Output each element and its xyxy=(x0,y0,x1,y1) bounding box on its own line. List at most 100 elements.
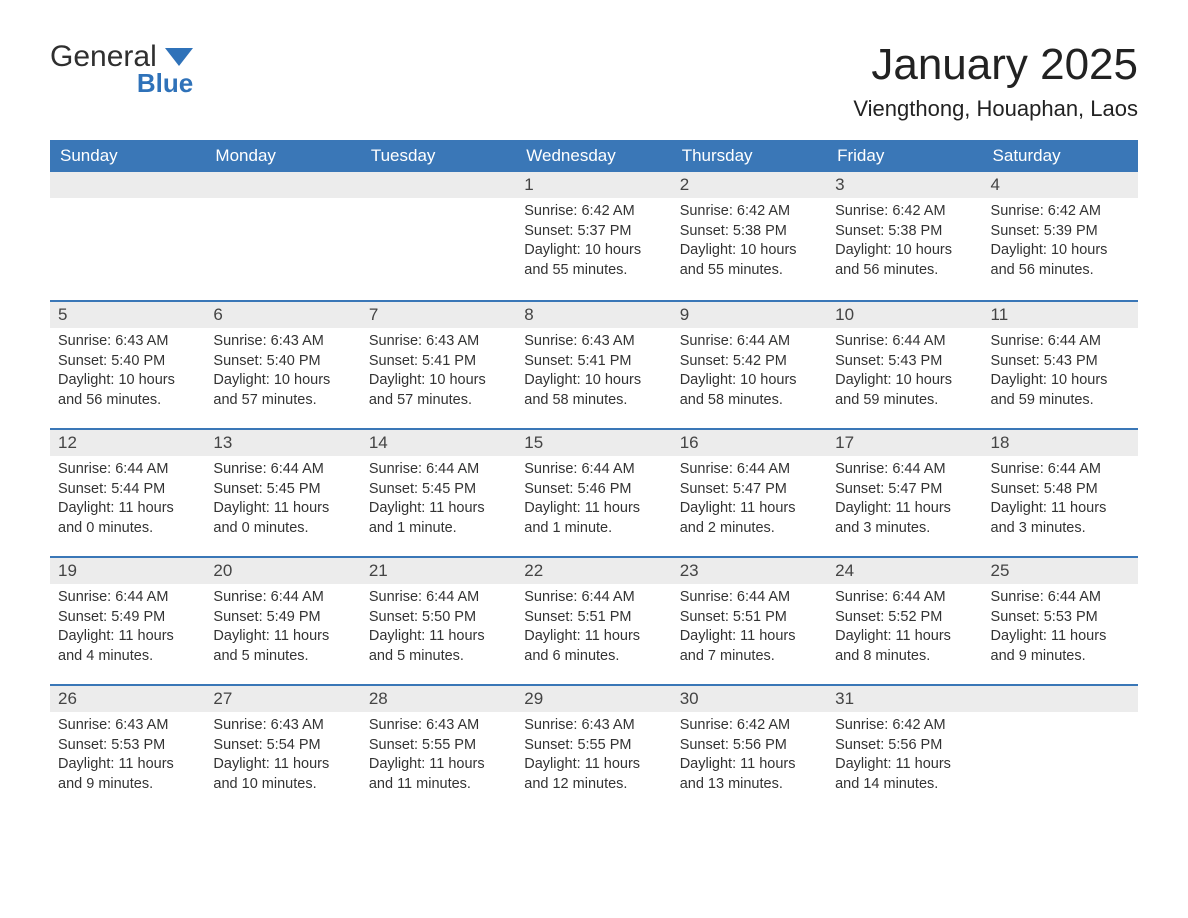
daylight-text: Daylight: 10 hours and 56 minutes. xyxy=(58,371,197,410)
calendar-day-cell: 15Sunrise: 6:44 AMSunset: 5:46 PMDayligh… xyxy=(516,428,671,556)
weekday-header: Saturday xyxy=(983,140,1138,172)
day-body: Sunrise: 6:44 AMSunset: 5:44 PMDaylight:… xyxy=(50,456,205,546)
daylight-text: Daylight: 11 hours and 9 minutes. xyxy=(991,627,1130,666)
sunset-text: Sunset: 5:48 PM xyxy=(991,480,1130,500)
day-number: 9 xyxy=(672,300,827,328)
sunset-text: Sunset: 5:50 PM xyxy=(369,608,508,628)
page-header: General Blue January 2025 Viengthong, Ho… xyxy=(50,40,1138,122)
calendar-week-row: 1Sunrise: 6:42 AMSunset: 5:37 PMDaylight… xyxy=(50,172,1138,300)
calendar-table: SundayMondayTuesdayWednesdayThursdayFrid… xyxy=(50,140,1138,812)
day-body: Sunrise: 6:44 AMSunset: 5:45 PMDaylight:… xyxy=(361,456,516,546)
sunset-text: Sunset: 5:44 PM xyxy=(58,480,197,500)
day-number: 22 xyxy=(516,556,671,584)
sunrise-text: Sunrise: 6:44 AM xyxy=(835,332,974,352)
logo: General Blue xyxy=(50,40,193,99)
day-body: Sunrise: 6:44 AMSunset: 5:45 PMDaylight:… xyxy=(205,456,360,546)
daylight-text: Daylight: 11 hours and 8 minutes. xyxy=(835,627,974,666)
calendar-day-cell: 5Sunrise: 6:43 AMSunset: 5:40 PMDaylight… xyxy=(50,300,205,428)
weekday-header-row: SundayMondayTuesdayWednesdayThursdayFrid… xyxy=(50,140,1138,172)
daylight-text: Daylight: 11 hours and 3 minutes. xyxy=(991,499,1130,538)
calendar-day-cell: 3Sunrise: 6:42 AMSunset: 5:38 PMDaylight… xyxy=(827,172,982,300)
daylight-text: Daylight: 10 hours and 55 minutes. xyxy=(524,241,663,280)
sunrise-text: Sunrise: 6:44 AM xyxy=(680,332,819,352)
sunrise-text: Sunrise: 6:42 AM xyxy=(524,202,663,222)
day-number: 16 xyxy=(672,428,827,456)
calendar-day-cell: 21Sunrise: 6:44 AMSunset: 5:50 PMDayligh… xyxy=(361,556,516,684)
day-number: 2 xyxy=(672,172,827,198)
daylight-text: Daylight: 11 hours and 2 minutes. xyxy=(680,499,819,538)
sunrise-text: Sunrise: 6:44 AM xyxy=(524,460,663,480)
day-number xyxy=(205,172,360,198)
day-number: 27 xyxy=(205,684,360,712)
daylight-text: Daylight: 10 hours and 57 minutes. xyxy=(213,371,352,410)
day-body: Sunrise: 6:43 AMSunset: 5:55 PMDaylight:… xyxy=(361,712,516,802)
daylight-text: Daylight: 11 hours and 11 minutes. xyxy=(369,755,508,794)
sunrise-text: Sunrise: 6:44 AM xyxy=(835,588,974,608)
daylight-text: Daylight: 11 hours and 7 minutes. xyxy=(680,627,819,666)
weekday-header: Monday xyxy=(205,140,360,172)
day-body xyxy=(983,712,1138,792)
logo-text-block: General Blue xyxy=(50,40,193,99)
daylight-text: Daylight: 11 hours and 14 minutes. xyxy=(835,755,974,794)
sunset-text: Sunset: 5:51 PM xyxy=(680,608,819,628)
calendar-day-cell: 16Sunrise: 6:44 AMSunset: 5:47 PMDayligh… xyxy=(672,428,827,556)
daylight-text: Daylight: 10 hours and 57 minutes. xyxy=(369,371,508,410)
day-body: Sunrise: 6:44 AMSunset: 5:51 PMDaylight:… xyxy=(516,584,671,674)
sunset-text: Sunset: 5:53 PM xyxy=(58,736,197,756)
sunrise-text: Sunrise: 6:44 AM xyxy=(524,588,663,608)
calendar-day-cell: 30Sunrise: 6:42 AMSunset: 5:56 PMDayligh… xyxy=(672,684,827,812)
sunset-text: Sunset: 5:56 PM xyxy=(835,736,974,756)
day-body: Sunrise: 6:44 AMSunset: 5:42 PMDaylight:… xyxy=(672,328,827,418)
day-number: 31 xyxy=(827,684,982,712)
sunset-text: Sunset: 5:46 PM xyxy=(524,480,663,500)
sunrise-text: Sunrise: 6:44 AM xyxy=(991,588,1130,608)
daylight-text: Daylight: 11 hours and 12 minutes. xyxy=(524,755,663,794)
calendar-day-cell: 23Sunrise: 6:44 AMSunset: 5:51 PMDayligh… xyxy=(672,556,827,684)
day-body: Sunrise: 6:43 AMSunset: 5:40 PMDaylight:… xyxy=(205,328,360,418)
day-number: 6 xyxy=(205,300,360,328)
weekday-header: Sunday xyxy=(50,140,205,172)
daylight-text: Daylight: 10 hours and 59 minutes. xyxy=(991,371,1130,410)
day-body: Sunrise: 6:44 AMSunset: 5:47 PMDaylight:… xyxy=(827,456,982,546)
sunset-text: Sunset: 5:43 PM xyxy=(835,352,974,372)
calendar-day-cell: 8Sunrise: 6:43 AMSunset: 5:41 PMDaylight… xyxy=(516,300,671,428)
sunset-text: Sunset: 5:38 PM xyxy=(680,222,819,242)
daylight-text: Daylight: 11 hours and 9 minutes. xyxy=(58,755,197,794)
day-body: Sunrise: 6:43 AMSunset: 5:41 PMDaylight:… xyxy=(516,328,671,418)
daylight-text: Daylight: 11 hours and 0 minutes. xyxy=(58,499,197,538)
sunrise-text: Sunrise: 6:44 AM xyxy=(58,588,197,608)
day-number: 3 xyxy=(827,172,982,198)
day-number: 7 xyxy=(361,300,516,328)
weekday-header: Wednesday xyxy=(516,140,671,172)
sunset-text: Sunset: 5:43 PM xyxy=(991,352,1130,372)
day-number: 30 xyxy=(672,684,827,712)
calendar-day-cell: 1Sunrise: 6:42 AMSunset: 5:37 PMDaylight… xyxy=(516,172,671,300)
sunset-text: Sunset: 5:56 PM xyxy=(680,736,819,756)
sunset-text: Sunset: 5:47 PM xyxy=(680,480,819,500)
sunset-text: Sunset: 5:40 PM xyxy=(58,352,197,372)
sunrise-text: Sunrise: 6:43 AM xyxy=(58,716,197,736)
sunrise-text: Sunrise: 6:43 AM xyxy=(524,716,663,736)
sunrise-text: Sunrise: 6:44 AM xyxy=(58,460,197,480)
calendar-day-cell: 10Sunrise: 6:44 AMSunset: 5:43 PMDayligh… xyxy=(827,300,982,428)
weekday-header: Tuesday xyxy=(361,140,516,172)
daylight-text: Daylight: 10 hours and 59 minutes. xyxy=(835,371,974,410)
day-number: 21 xyxy=(361,556,516,584)
location-subtitle: Viengthong, Houaphan, Laos xyxy=(853,96,1138,122)
day-number xyxy=(50,172,205,198)
calendar-day-cell: 9Sunrise: 6:44 AMSunset: 5:42 PMDaylight… xyxy=(672,300,827,428)
day-body: Sunrise: 6:44 AMSunset: 5:49 PMDaylight:… xyxy=(205,584,360,674)
daylight-text: Daylight: 11 hours and 3 minutes. xyxy=(835,499,974,538)
calendar-week-row: 12Sunrise: 6:44 AMSunset: 5:44 PMDayligh… xyxy=(50,428,1138,556)
sunset-text: Sunset: 5:39 PM xyxy=(991,222,1130,242)
sunset-text: Sunset: 5:41 PM xyxy=(524,352,663,372)
day-number: 13 xyxy=(205,428,360,456)
month-title: January 2025 xyxy=(853,40,1138,90)
sunset-text: Sunset: 5:55 PM xyxy=(524,736,663,756)
sunrise-text: Sunrise: 6:43 AM xyxy=(213,716,352,736)
sunrise-text: Sunrise: 6:42 AM xyxy=(835,716,974,736)
day-number: 24 xyxy=(827,556,982,584)
sunrise-text: Sunrise: 6:44 AM xyxy=(213,588,352,608)
sunset-text: Sunset: 5:45 PM xyxy=(369,480,508,500)
calendar-day-cell: 7Sunrise: 6:43 AMSunset: 5:41 PMDaylight… xyxy=(361,300,516,428)
